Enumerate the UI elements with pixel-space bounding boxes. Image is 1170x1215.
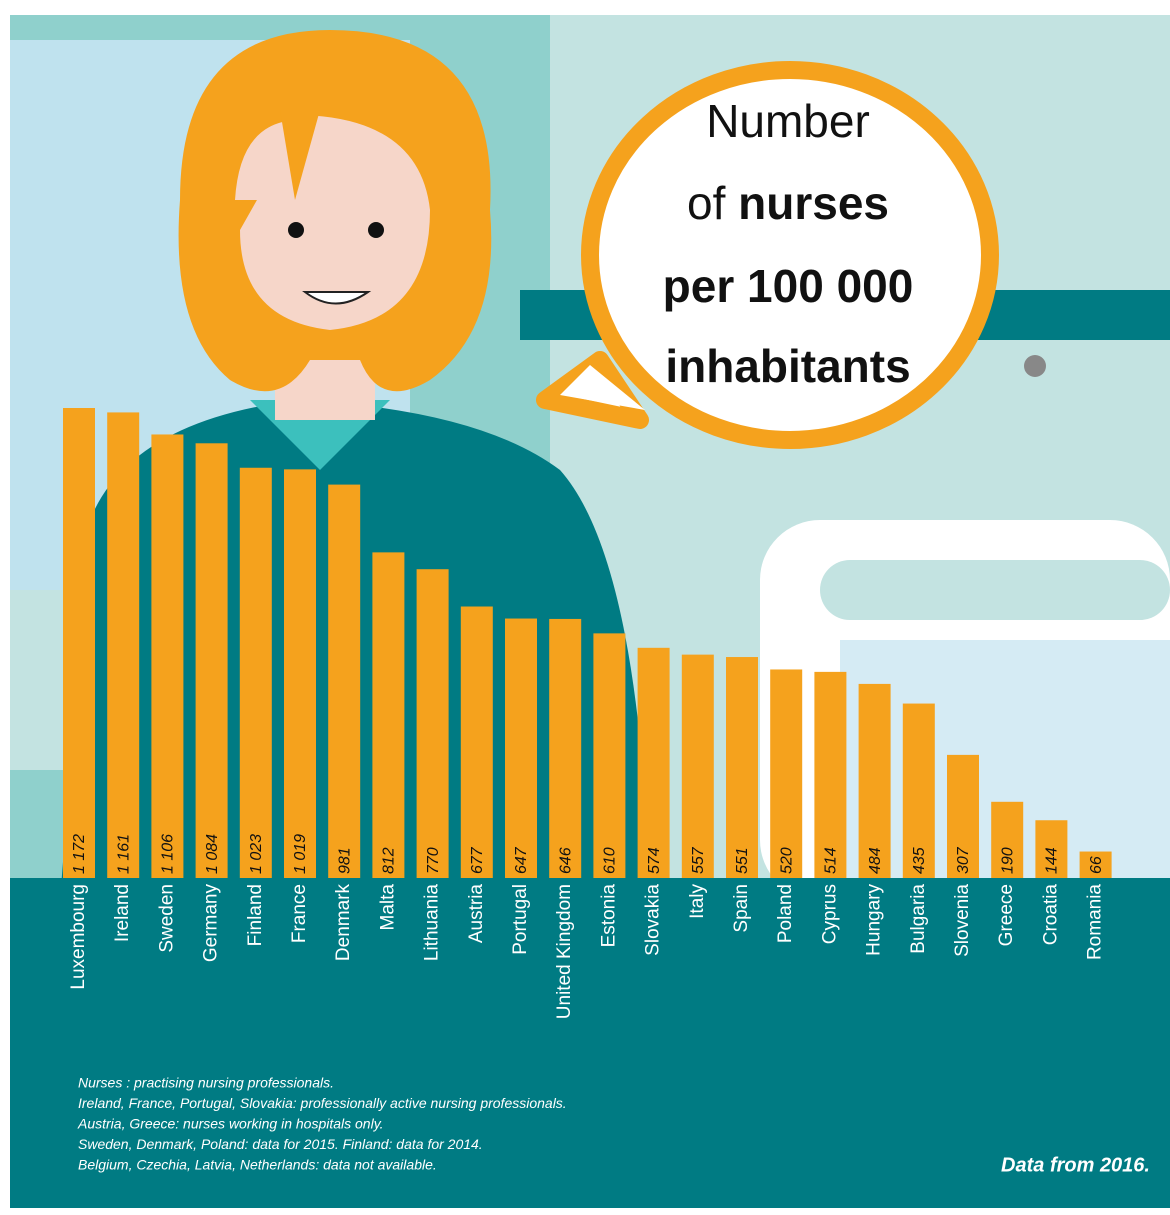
chart-title: nurses [738,177,889,229]
notes: Nurses : practising nursing professional… [77,1075,567,1173]
value-label: 812 [381,847,398,874]
value-label: 551 [734,847,751,874]
value-label: 1 106 [160,834,177,874]
x-tick-label: United Kingdom [554,884,575,1019]
bar [372,552,405,878]
value-label: 1 172 [71,834,88,874]
x-tick-label: Bulgaria [908,884,929,954]
value-label: 557 [690,846,707,874]
bar [637,647,670,878]
value-label: 1 019 [292,834,309,874]
bar [284,469,316,878]
speech-bubble: Number of nurses per 100 000 inhabitants [536,61,999,449]
value-label: 484 [867,847,884,874]
x-tick-label: Finland [245,884,266,946]
value-label: 514 [823,847,840,874]
chart-title: per 100 000 [663,260,914,312]
value-label: 647 [513,846,530,874]
value-label: 981 [336,847,353,874]
bar [63,408,95,878]
x-tick-label: Lithuania [422,884,443,962]
note: Ireland, France, Portugal, Slovakia: pro… [78,1095,567,1111]
bar [460,606,493,878]
bar [416,569,449,878]
x-tick-label: France [289,884,310,943]
x-tick-label: Malta [377,884,398,931]
x-tick-label: Slovenia [952,884,973,957]
x-tick-label: Ireland [112,884,133,942]
x-tick-label: Croatia [1040,884,1061,946]
bar [681,654,714,878]
x-tick-label: Romania [1085,884,1106,960]
bar [239,467,272,878]
x-tick-label: Portugal [510,884,531,955]
x-tick-label: Spain [731,884,752,933]
bar [107,412,140,878]
bar [947,754,979,878]
x-tick-label: Slovakia [643,884,664,956]
bar [195,443,228,878]
value-label: 646 [557,847,574,874]
x-tick-label: Sweden [156,884,177,953]
x-tick-label: Luxembourg [68,884,89,990]
value-label: 1 161 [115,834,132,874]
bar [505,618,537,878]
value-label: 435 [911,847,928,874]
value-label: 574 [646,847,663,874]
x-tick-label: Italy [687,884,708,919]
note: Sweden, Denmark, Poland: data for 2015. … [78,1136,483,1152]
x-tick-label: Poland [775,884,796,943]
x-tick-label: Austria [466,884,487,944]
value-label: 677 [469,846,486,874]
x-tick-label: Cyprus [819,884,840,944]
chart-title: of [687,177,726,229]
bar [902,703,935,878]
value-label: 610 [602,847,619,874]
chart-title: Number [706,95,870,147]
x-tick-label: Estonia [598,884,619,948]
bar [858,683,891,878]
value-label: 1 023 [248,834,265,874]
chart-title: inhabitants [665,340,910,392]
bar [549,618,582,878]
value-label: 66 [1088,856,1105,874]
note: Nurses : practising nursing professional… [78,1075,334,1091]
bar [151,434,184,878]
bar [328,484,361,878]
bar [814,671,847,878]
note: Austria, Greece: nurses working in hospi… [77,1116,384,1132]
bars: 1 172 Luxembourg 1 161 Ireland 1 106 Sweden 1 … [63,408,1112,1019]
bar [991,801,1024,878]
x-tick-label: Hungary [864,884,885,956]
source: Data from 2016. [1001,1154,1150,1176]
value-label: 520 [778,847,795,874]
value-label: 144 [1044,847,1061,874]
bar [593,633,626,878]
chart-title: of nurses [687,177,889,229]
value-label: 190 [999,847,1016,874]
value-label: 1 084 [204,834,221,874]
note: Belgium, Czechia, Latvia, Netherlands: d… [78,1157,437,1173]
value-label: 770 [425,847,442,874]
footer-band [10,878,1170,1208]
bar [726,657,758,878]
x-tick-label: Greece [996,884,1017,946]
x-tick-label: Germany [201,884,222,963]
bar [1079,851,1112,878]
value-label: 307 [955,846,972,874]
bar [1035,820,1068,878]
x-tick-label: Denmark [333,884,354,962]
bar [770,669,803,878]
